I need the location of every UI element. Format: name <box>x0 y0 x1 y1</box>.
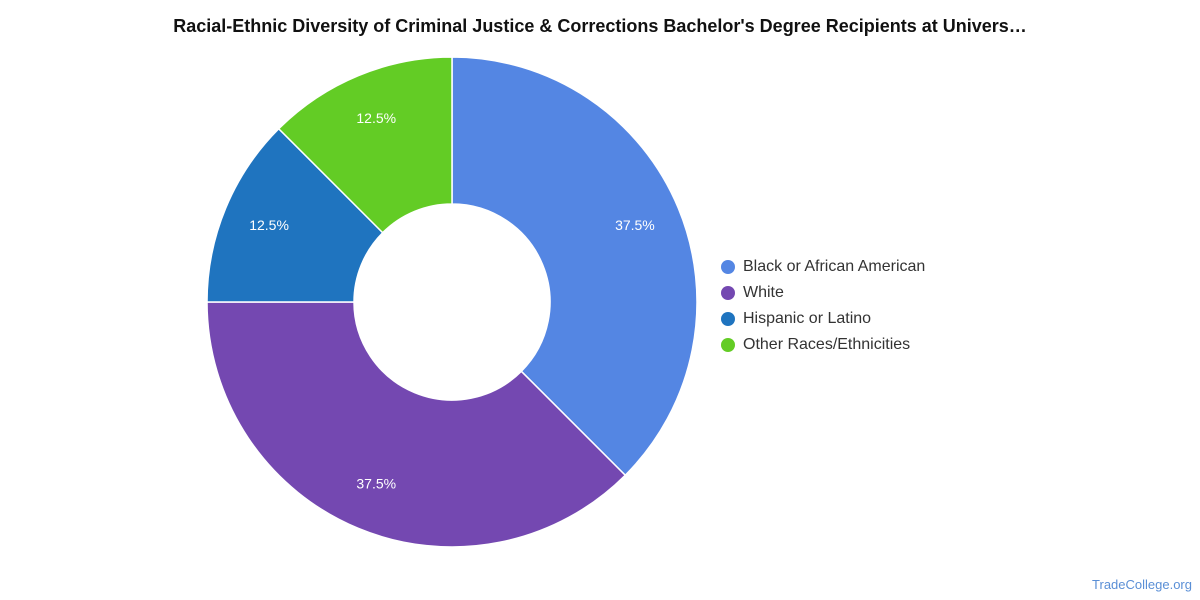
legend-swatch <box>721 312 735 326</box>
slice-label-hispanic-or-latino: 12.5% <box>249 217 289 233</box>
legend-item-white[interactable]: White <box>721 280 925 306</box>
legend-swatch <box>721 338 735 352</box>
donut-slice-labels: 37.5% 37.5% 12.5% 12.5% <box>249 110 655 492</box>
legend-item-hispanic-or-latino[interactable]: Hispanic or Latino <box>721 306 925 332</box>
slice-hispanic-or-latino[interactable] <box>206 127 384 303</box>
legend-label: White <box>743 284 784 301</box>
legend-item-other-races-ethnicities[interactable]: Other Races/Ethnicities <box>721 332 925 358</box>
slice-other-races-ethnicities[interactable] <box>277 56 453 234</box>
legend-item-black-or-african-american[interactable]: Black or African American <box>721 254 925 280</box>
slice-label-white: 37.5% <box>356 476 396 492</box>
legend-label: Hispanic or Latino <box>743 310 872 327</box>
slice-white[interactable] <box>206 301 627 548</box>
chart-title: Racial-Ethnic Diversity of Criminal Just… <box>173 16 1027 36</box>
donut-slices <box>206 56 698 548</box>
slice-black-or-african-american[interactable] <box>451 56 698 477</box>
chart-legend: Black or African American White Hispanic o… <box>721 254 925 358</box>
slice-label-other-races-ethnicities: 12.5% <box>356 110 396 126</box>
slice-label-black-or-african-american: 37.5% <box>615 217 655 233</box>
footer-credit-link[interactable]: TradeCollege.org <box>1092 577 1192 592</box>
legend-swatch <box>721 260 735 274</box>
legend-label: Black or African American <box>743 258 926 275</box>
legend-label: Other Races/Ethnicities <box>743 336 911 353</box>
legend-swatch <box>721 286 735 300</box>
